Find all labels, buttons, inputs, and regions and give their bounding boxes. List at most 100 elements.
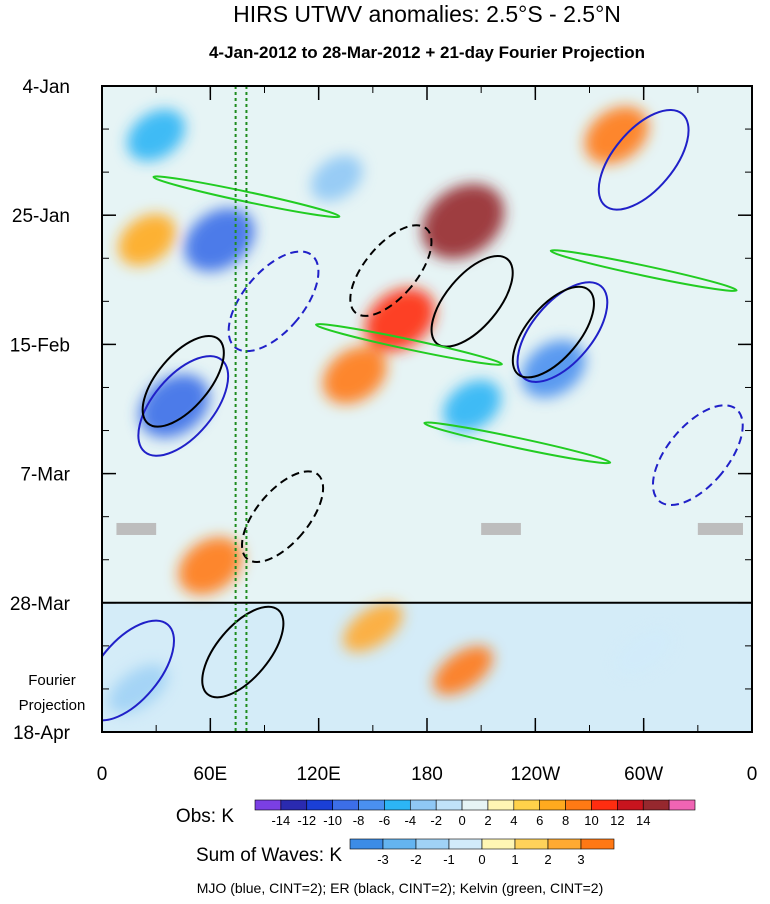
plot-area (102, 86, 752, 732)
anomaly-mark (433, 646, 493, 695)
colorbar-tick-label: 8 (562, 813, 569, 828)
y-tick-label: 18-Apr (13, 723, 71, 744)
wave-contour-er (511, 285, 595, 379)
colorbar-swatch (254, 799, 282, 811)
obs-colorbar: -14 -12 -10 -8 -6 -4 -2 0 2 4 6 8 10 12 14 (254, 799, 696, 828)
y-tick-label: 15-Feb (10, 335, 70, 356)
x-tick-label: 120E (296, 764, 340, 785)
anomaly-mark (421, 183, 505, 259)
anomaly-mark (584, 106, 649, 164)
colorbar-tick-label: 3 (577, 852, 584, 867)
colorbar-tick-label: -12 (297, 813, 316, 828)
colorbar-swatch (547, 838, 582, 850)
wave-contour-er (430, 255, 514, 348)
x-tick-label: 120W (511, 764, 561, 785)
waves-colorbar: -3 -2 -1 0 1 2 3 (349, 838, 615, 867)
wave-contour-mjo (137, 355, 230, 457)
x-tick-label: 0 (747, 764, 758, 785)
anomaly-mark (184, 208, 255, 272)
colorbar-tick-label: -6 (379, 813, 391, 828)
colorbar-swatch (513, 799, 541, 811)
colorbar-swatch (349, 838, 384, 850)
wave-contour-mjo (651, 404, 744, 506)
colorbar-swatch (384, 799, 411, 811)
anomaly-mark (108, 664, 168, 714)
anomaly-mark (343, 602, 403, 652)
y-tick-label: 25-Jan (12, 206, 70, 227)
x-tick-label: 180 (411, 764, 443, 785)
colorbar-tick-label: 1 (511, 852, 518, 867)
waves-colorbar-label: Sum of Waves: K (196, 845, 342, 866)
colorbar-tick-label: -1 (443, 852, 455, 867)
wave-legend-text: MJO (blue, CINT=2); ER (black, CINT=2); … (197, 880, 604, 896)
chart-subtitle: 4-Jan-2012 to 28-Mar-2012 + 21-day Fouri… (209, 43, 645, 62)
colorbar-swatch (487, 799, 515, 811)
x-tick-label: 60W (624, 764, 663, 785)
colorbar-swatch (461, 799, 489, 811)
colorbar-swatch (642, 799, 670, 811)
wave-contour-kelvin (549, 249, 738, 292)
colorbar-tick-label: -2 (430, 813, 442, 828)
colorbar-tick-label: 0 (478, 852, 485, 867)
anomaly-mark (443, 380, 502, 432)
colorbar-swatch (481, 838, 516, 850)
y-tick-label: 28-Mar (10, 594, 71, 615)
colorbar-tick-label: 12 (610, 813, 624, 828)
colorbar-swatch (668, 799, 696, 811)
colorbar-tick-label: -8 (353, 813, 365, 828)
anomaly-mark (310, 155, 363, 202)
colorbar-swatch (415, 838, 450, 850)
colorbar-swatch (332, 799, 359, 811)
colorbar-swatch (514, 838, 549, 850)
colorbar-tick-label: 4 (510, 813, 517, 828)
colorbar-swatch (382, 838, 417, 850)
y-tick-label: 4-Jan (22, 77, 70, 98)
colorbar-tick-label: -3 (377, 852, 389, 867)
wave-contour-kelvin (315, 323, 503, 366)
projection-label-line1: Fourier (28, 672, 76, 689)
y-tick-label: 7-Mar (20, 465, 70, 486)
colorbar-tick-label: -4 (405, 813, 417, 828)
colorbar-swatch (435, 799, 463, 811)
anomaly-mark (118, 214, 177, 266)
x-tick-label: 0 (97, 764, 108, 785)
colorbar-swatch (280, 799, 308, 811)
obs-colorbar-label: Obs: K (176, 806, 234, 827)
wave-contour-er (201, 605, 285, 699)
colorbar-tick-label: -14 (271, 813, 290, 828)
colorbar-tick-label: 2 (544, 852, 551, 867)
wave-contour-er (240, 470, 325, 563)
colorbar-swatch (409, 799, 437, 811)
wave-contour-kelvin (152, 175, 341, 219)
colorbar-tick-label: 2 (484, 813, 491, 828)
anomaly-mark (322, 346, 387, 404)
missing-data-bar (481, 522, 521, 535)
projection-label-line2: Projection (19, 697, 86, 714)
x-tick-label: 60E (193, 764, 227, 785)
anomaly-mark (127, 109, 186, 162)
colorbar-tick-label: 0 (458, 813, 465, 828)
wave-contour-er (141, 334, 225, 428)
wave-contour-er (349, 224, 433, 317)
colorbar-tick-label: 6 (536, 813, 543, 828)
wave-contour-mjo (102, 619, 175, 722)
colorbar-swatch (565, 799, 592, 811)
colorbar-swatch (539, 799, 566, 811)
anomaly-mark (613, 627, 674, 677)
wave-contour-mjo (227, 250, 320, 353)
anomaly-mark (178, 537, 243, 595)
colorbar-tick-label: 14 (636, 813, 650, 828)
wave-contour-kelvin (423, 421, 612, 465)
colorbar-tick-label: 10 (584, 813, 598, 828)
wave-contour-mjo (597, 108, 690, 211)
missing-data-bar (697, 522, 743, 535)
chart-title: HIRS UTWV anomalies: 2.5°S - 2.5°N (233, 1, 621, 27)
colorbar-tick-label: -10 (323, 813, 342, 828)
missing-data-bar (116, 522, 157, 535)
colorbar-swatch (448, 838, 483, 850)
colorbar-swatch (306, 799, 333, 811)
colorbar-tick-label: -2 (410, 852, 422, 867)
colorbar-swatch (358, 799, 385, 811)
colorbar-swatch (591, 799, 618, 811)
